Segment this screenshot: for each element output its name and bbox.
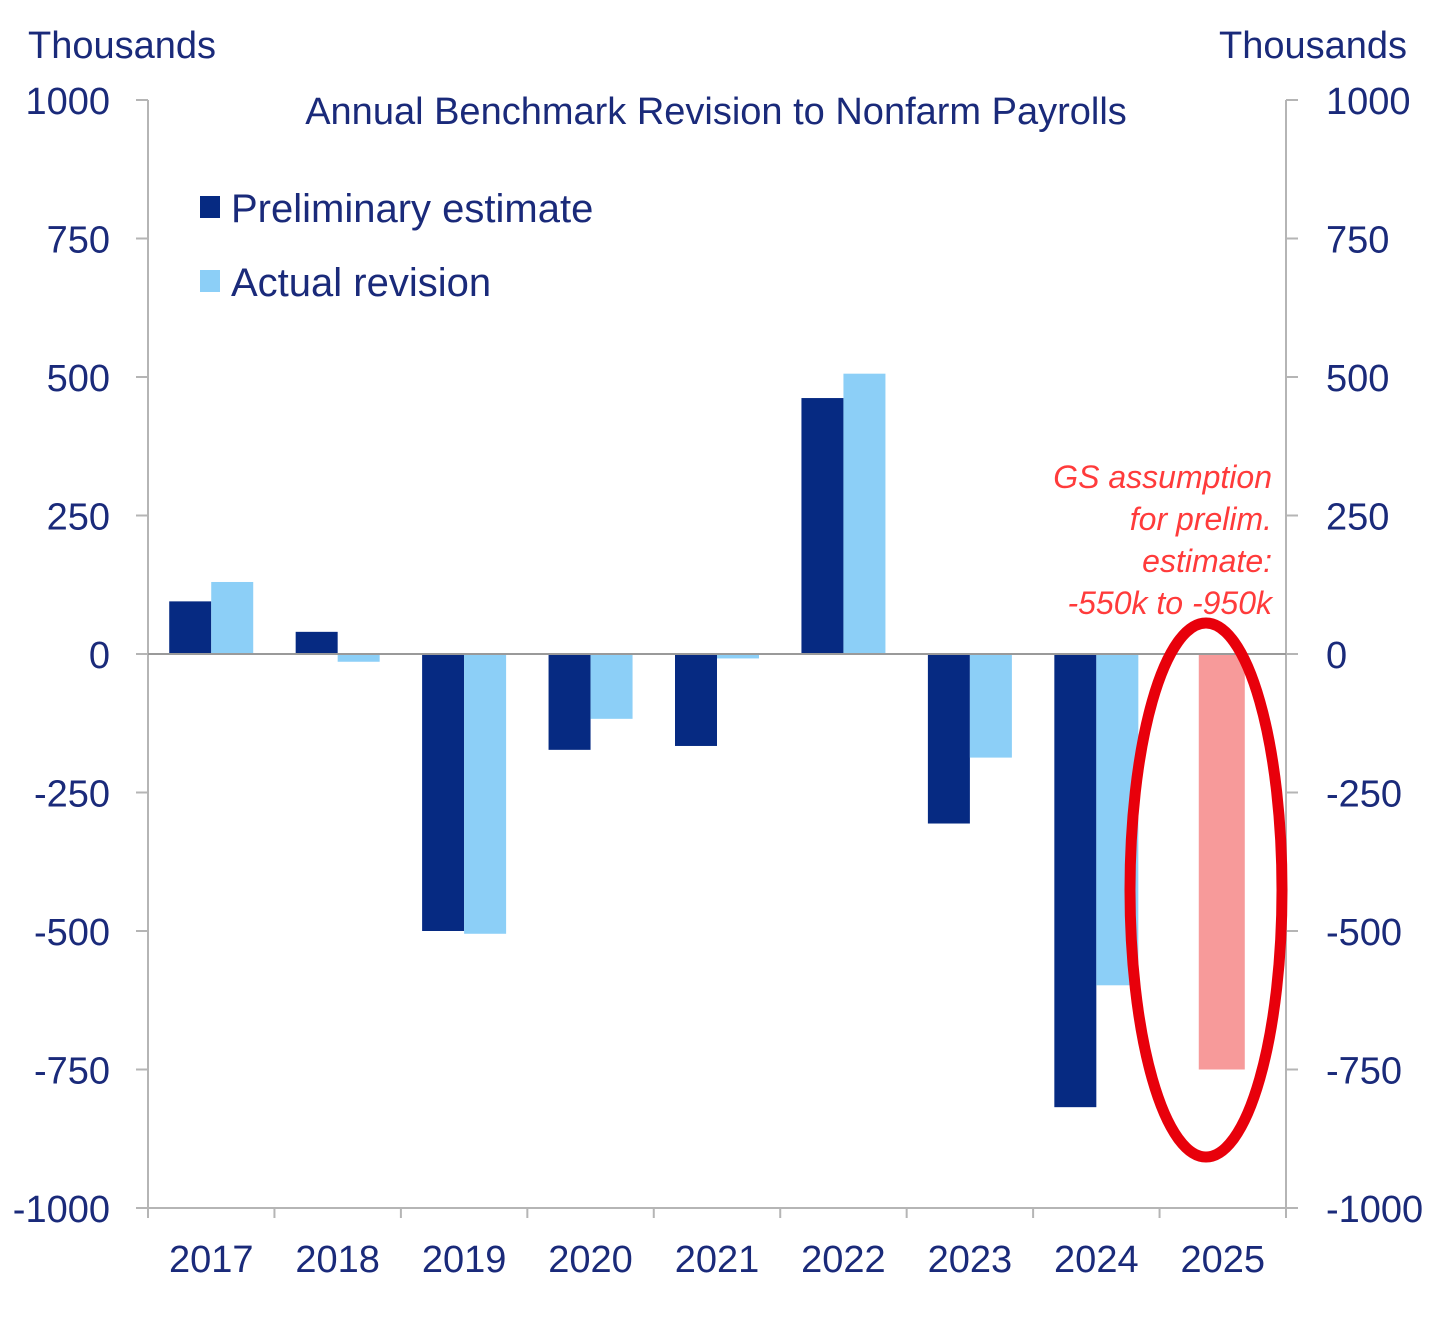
bar-preliminary-2023 [927,654,970,824]
annotation-line-4: -550k to -950k [1067,585,1274,621]
right-tick-label: -1000 [1326,1189,1423,1231]
right-tick-label: 250 [1326,497,1389,539]
legend: Preliminary estimate Actual revision [200,187,593,305]
right-axis-ticks: 1000 750 500 250 0 -250 -500 -750 -1000 [1286,81,1423,1231]
bar-actual-2022 [843,373,886,654]
bar-gs-assumption-2025 [1198,654,1245,1070]
legend-swatch-actual [200,270,220,292]
chart-title: Annual Benchmark Revision to Nonfarm Pay… [305,91,1127,133]
left-tick-label: 1000 [25,81,110,123]
right-tick-label: 0 [1326,635,1347,677]
bars-group [169,373,1245,1108]
right-tick-label: 500 [1326,358,1389,400]
legend-label-preliminary: Preliminary estimate [231,187,593,231]
left-tick-label: -500 [34,912,110,954]
x-tick-label: 2022 [801,1239,886,1281]
left-tick-label: -750 [34,1051,110,1093]
right-tick-label: 1000 [1326,81,1411,123]
right-axis-unit: Thousands [1219,25,1407,67]
bar-preliminary-2017 [169,601,212,654]
x-tick-label: 2020 [548,1239,633,1281]
bar-preliminary-2024 [1054,654,1097,1108]
annotation-line-3: estimate: [1142,543,1272,579]
highlight-ellipse [1124,617,1288,1163]
bar-preliminary-2019 [422,654,465,931]
x-tick-label: 2024 [1054,1239,1139,1281]
annotation-line-1: GS assumption [1053,459,1272,495]
legend-label-actual: Actual revision [231,261,491,305]
x-tick-label: 2019 [422,1239,507,1281]
left-axis-ticks: 1000 750 500 250 0 -250 -500 -750 -1000 [13,81,148,1231]
left-tick-label: 750 [47,220,110,262]
gs-annotation: GS assumption for prelim. estimate: -550… [1053,459,1274,621]
bar-actual-2023 [969,654,1012,758]
x-tick-label: 2018 [295,1239,380,1281]
left-tick-label: 250 [47,497,110,539]
right-tick-label: -250 [1326,774,1402,816]
bar-actual-2020 [590,654,633,719]
bar-actual-2021 [717,654,759,659]
bar-preliminary-2018 [295,631,338,654]
x-axis-ticks [147,1208,1287,1218]
annotation-line-2: for prelim. [1130,501,1272,537]
left-tick-label: -250 [34,774,110,816]
left-tick-label: 500 [47,358,110,400]
bar-actual-2017 [211,581,254,654]
x-tick-label: 2021 [675,1239,760,1281]
x-tick-label: 2017 [169,1239,254,1281]
right-tick-label: -750 [1326,1051,1402,1093]
bar-actual-2019 [464,654,507,934]
left-axis-unit: Thousands [28,25,216,67]
bar-actual-2018 [337,654,380,662]
x-tick-label: 2025 [1181,1239,1266,1281]
right-tick-label: -500 [1326,912,1402,954]
left-tick-label: 0 [89,635,110,677]
left-tick-label: -1000 [13,1189,110,1231]
bar-preliminary-2022 [801,398,844,654]
bar-preliminary-2020 [548,654,591,750]
x-axis-labels: 2017 2018 2019 2020 2021 2022 2023 2024 2025 [169,1239,1265,1281]
x-tick-label: 2023 [928,1239,1013,1281]
right-tick-label: 750 [1326,220,1389,262]
bar-preliminary-2021 [675,654,717,746]
legend-swatch-preliminary [200,196,220,218]
